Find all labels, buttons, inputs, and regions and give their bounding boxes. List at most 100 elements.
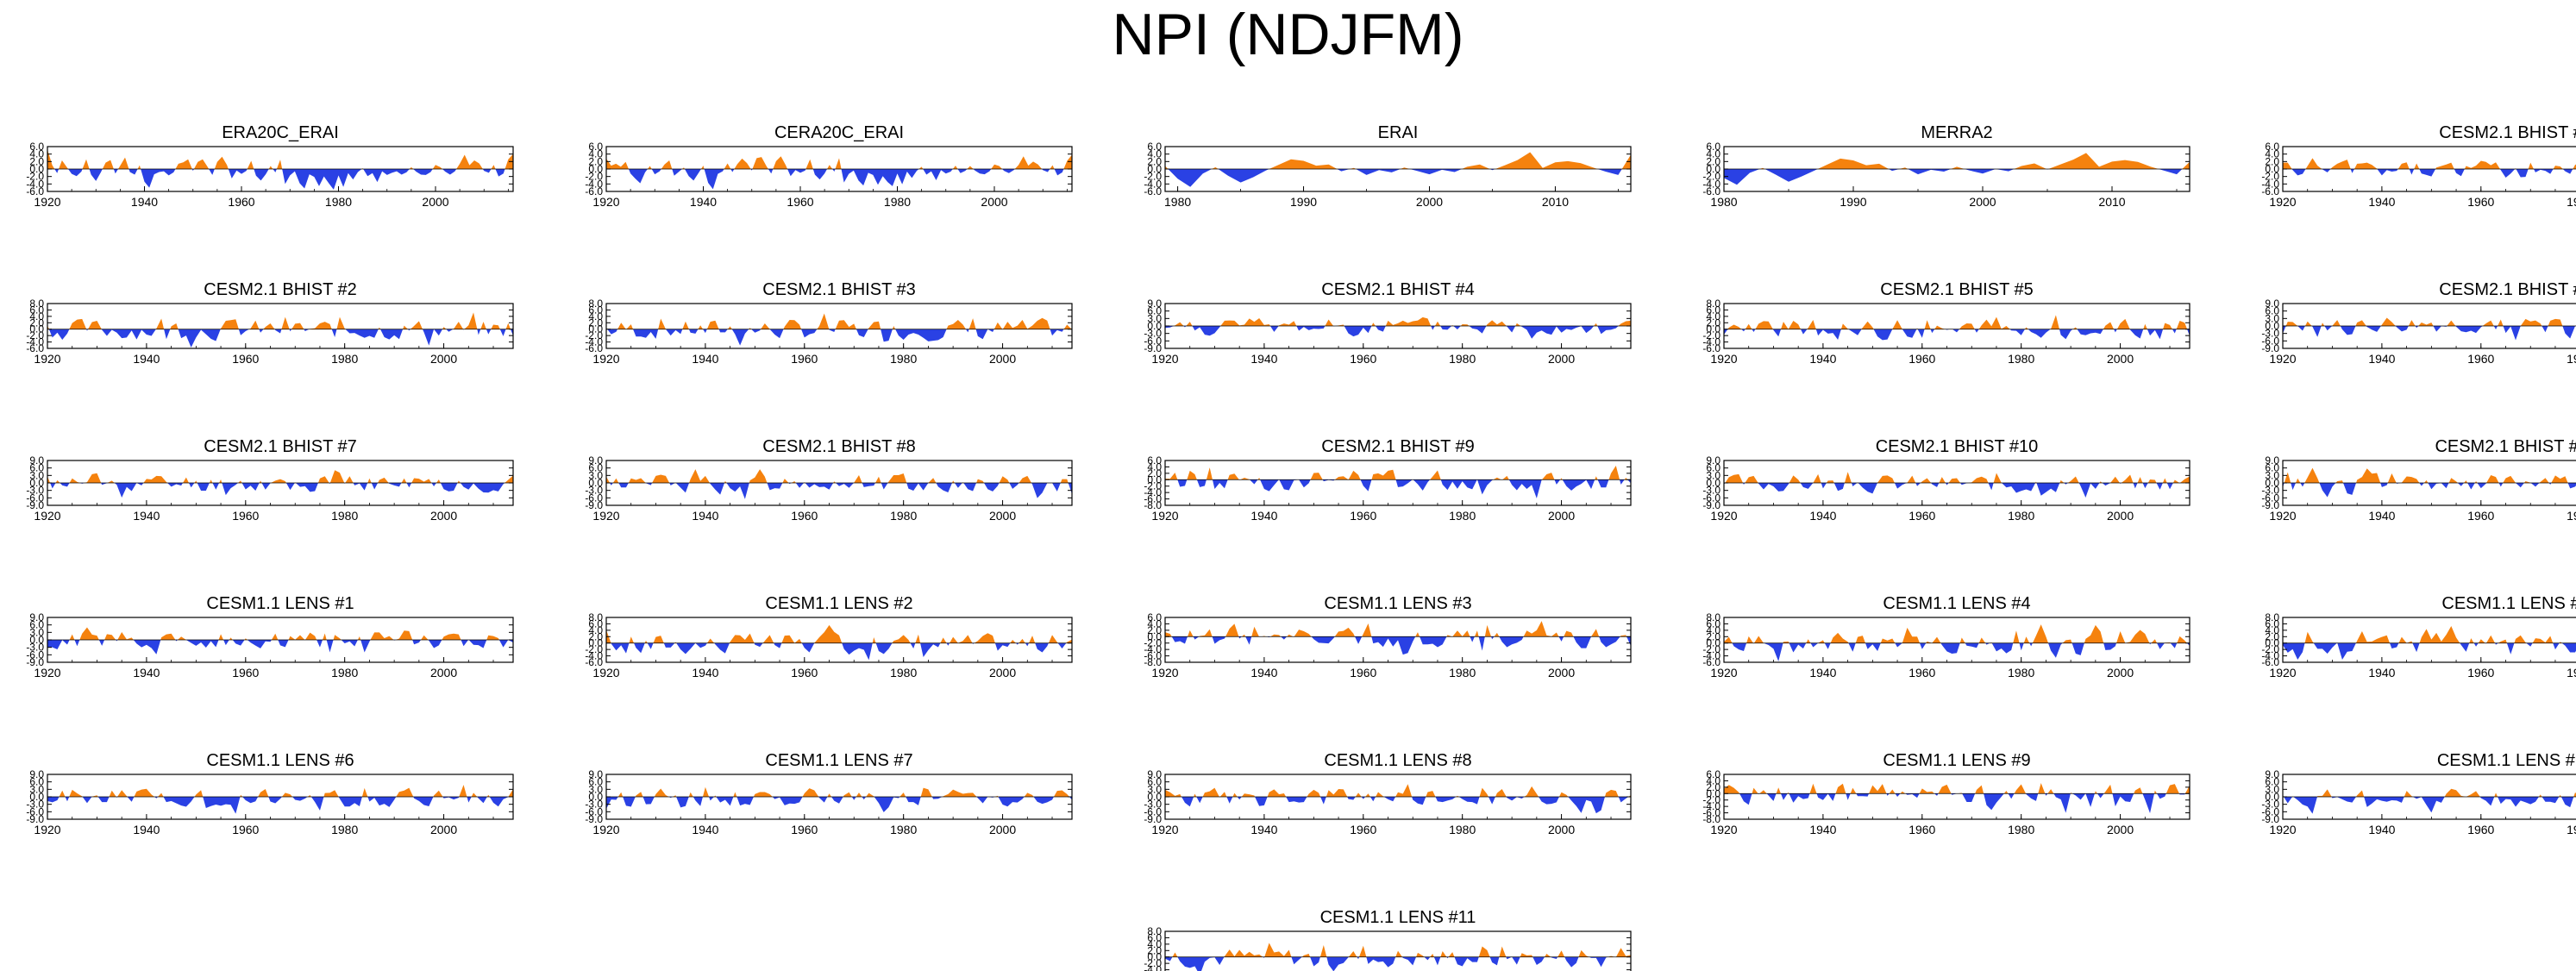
y-tick-label: -4.0	[1702, 178, 1720, 190]
y-tick-label: 0.0	[1147, 163, 1162, 175]
negative-area	[1724, 169, 2190, 185]
x-tick-label: 1920	[34, 666, 60, 680]
y-tick-label: 6.0	[588, 462, 603, 474]
x-tick-label: 1960	[1908, 666, 1935, 680]
y-tick-label: -2.0	[585, 171, 603, 183]
y-tick-label: -6.0	[585, 805, 603, 818]
panel-title: CESM2.1 BHIST #10	[1876, 437, 2039, 456]
y-tick-label: -4.0	[1702, 800, 1720, 812]
panel-title: CESM1.1 LENS #6	[206, 751, 354, 770]
negative-area	[2283, 326, 2576, 341]
x-tick-label: 2000	[430, 352, 457, 366]
x-tick-label: 1920	[1710, 352, 1737, 366]
x-tick-label: 1920	[1151, 352, 1178, 366]
y-tick-label: 0.0	[1706, 477, 1720, 489]
panel-10: CESM2.1 BHIST #6 9.06.03.00.0-3.0-6.0-9.0…	[2261, 280, 2576, 366]
y-tick-label: 3.0	[29, 469, 44, 481]
x-tick-label: 1980	[2008, 666, 2034, 680]
y-tick-label: -6.0	[2261, 185, 2279, 197]
y-tick-label: -3.0	[2261, 485, 2279, 497]
y-tick-label: -9.0	[2261, 342, 2279, 354]
y-tick-label: 4.0	[1147, 938, 1162, 950]
x-tick-label: 1920	[2269, 352, 2296, 366]
x-tick-label: 1980	[2008, 823, 2034, 836]
x-tick-label: 1920	[2269, 509, 2296, 523]
panel-26: CESM1.1 LENS #118.06.04.02.00.0-2.0-4.0-…	[1144, 908, 1632, 971]
y-tick-label: 4.0	[588, 624, 603, 636]
y-tick-label: 6.0	[1706, 304, 1720, 316]
y-tick-label: -6.0	[1144, 335, 1162, 347]
negative-area	[2283, 483, 2576, 498]
negative-area	[2283, 642, 2576, 661]
x-tick-label: 2000	[430, 509, 457, 523]
x-tick-label: 1940	[1250, 823, 1277, 836]
x-tick-label: 2000	[1416, 195, 1443, 209]
y-tick-label: -9.0	[2261, 813, 2279, 825]
y-tick-label: -4.0	[1144, 486, 1162, 498]
panel-22: CESM1.1 LENS #79.06.03.00.0-3.0-6.0-9.01…	[585, 751, 1073, 836]
x-tick-label: 2000	[981, 195, 1007, 209]
panel-title: CESM1.1 LENS #5	[2441, 594, 2576, 613]
negative-area	[607, 329, 1072, 346]
panel-2: CERA20C_ERAI 6.04.02.00.0-2.0-4.0-6.01920…	[585, 123, 1073, 209]
page-title: NPI (NDJFM)	[1112, 2, 1464, 67]
y-tick-label: 4.0	[588, 310, 603, 323]
x-tick-label: 1980	[2567, 666, 2576, 680]
x-tick-label: 1960	[228, 195, 254, 209]
y-tick-label: -3.0	[2261, 799, 2279, 811]
y-tick-label: 0.0	[588, 323, 603, 335]
panel-18: CESM1.1 LENS #3 6.04.02.00.0-2.0-4.0-6.0-…	[1144, 594, 1632, 680]
x-tick-label: 1980	[331, 509, 358, 523]
y-tick-label: -9.0	[585, 813, 603, 825]
x-tick-label: 1940	[692, 666, 718, 680]
y-tick-label: 0.0	[2265, 320, 2279, 332]
y-tick-label: 0.0	[1706, 163, 1720, 175]
y-tick-label: 6.0	[29, 619, 44, 631]
x-tick-label: 1960	[2467, 509, 2494, 523]
y-tick-label: -6.0	[26, 342, 44, 354]
x-tick-label: 1960	[791, 352, 818, 366]
panel-title: CESM1.1 LENS #2	[765, 594, 912, 613]
x-tick-label: 1980	[884, 195, 911, 209]
y-tick-label: -6.0	[26, 492, 44, 504]
y-tick-label: 0.0	[1147, 951, 1162, 963]
x-tick-label: 1960	[791, 509, 818, 523]
y-tick-label: -8.0	[1702, 813, 1720, 825]
y-tick-label: 6.0	[588, 776, 603, 788]
y-tick-label: 6.0	[2265, 305, 2279, 317]
y-tick-label: -3.0	[26, 799, 44, 811]
panel-title: CESM1.1 LENS #4	[1883, 594, 2030, 613]
positive-area	[606, 313, 1072, 329]
positive-area	[47, 627, 513, 640]
y-tick-label: -6.0	[1144, 185, 1162, 197]
y-tick-label: 6.0	[1147, 454, 1162, 467]
y-tick-label: 0.0	[29, 323, 44, 335]
x-tick-label: 1940	[692, 823, 718, 836]
panel-17: CESM1.1 LENS #2 8.06.04.02.00.0-2.0-4.0-6…	[585, 594, 1073, 680]
negative-area	[2283, 169, 2576, 178]
y-tick-label: -9.0	[1144, 342, 1162, 354]
y-tick-label: -4.0	[1144, 643, 1162, 655]
panel-title: CESM1.1 LENS #8	[1324, 751, 1471, 770]
y-tick-label: -2.0	[2261, 171, 2279, 183]
y-tick-label: 6.0	[2265, 462, 2279, 474]
x-tick-label: 1940	[1250, 509, 1277, 523]
y-tick-label: 8.0	[2265, 611, 2279, 623]
x-tick-label: 1990	[1290, 195, 1317, 209]
y-tick-label: -4.0	[1702, 650, 1720, 662]
x-tick-label: 1920	[592, 823, 619, 836]
positive-area	[2283, 158, 2576, 169]
y-tick-label: 4.0	[29, 148, 44, 160]
panel-title: CESM1.1 LENS #1	[206, 594, 354, 613]
x-tick-label: 1940	[131, 195, 158, 209]
y-tick-label: -3.0	[585, 799, 603, 811]
y-tick-label: 0.0	[588, 163, 603, 175]
negative-area	[47, 483, 513, 498]
panel-16: CESM1.1 LENS #19.06.03.00.0-3.0-6.0-9.01…	[26, 594, 514, 680]
y-tick-label: -4.0	[585, 178, 603, 190]
x-tick-label: 2000	[989, 823, 1016, 836]
y-tick-label: -6.0	[585, 656, 603, 668]
y-tick-label: 6.0	[29, 304, 44, 316]
x-tick-label: 1940	[692, 509, 718, 523]
